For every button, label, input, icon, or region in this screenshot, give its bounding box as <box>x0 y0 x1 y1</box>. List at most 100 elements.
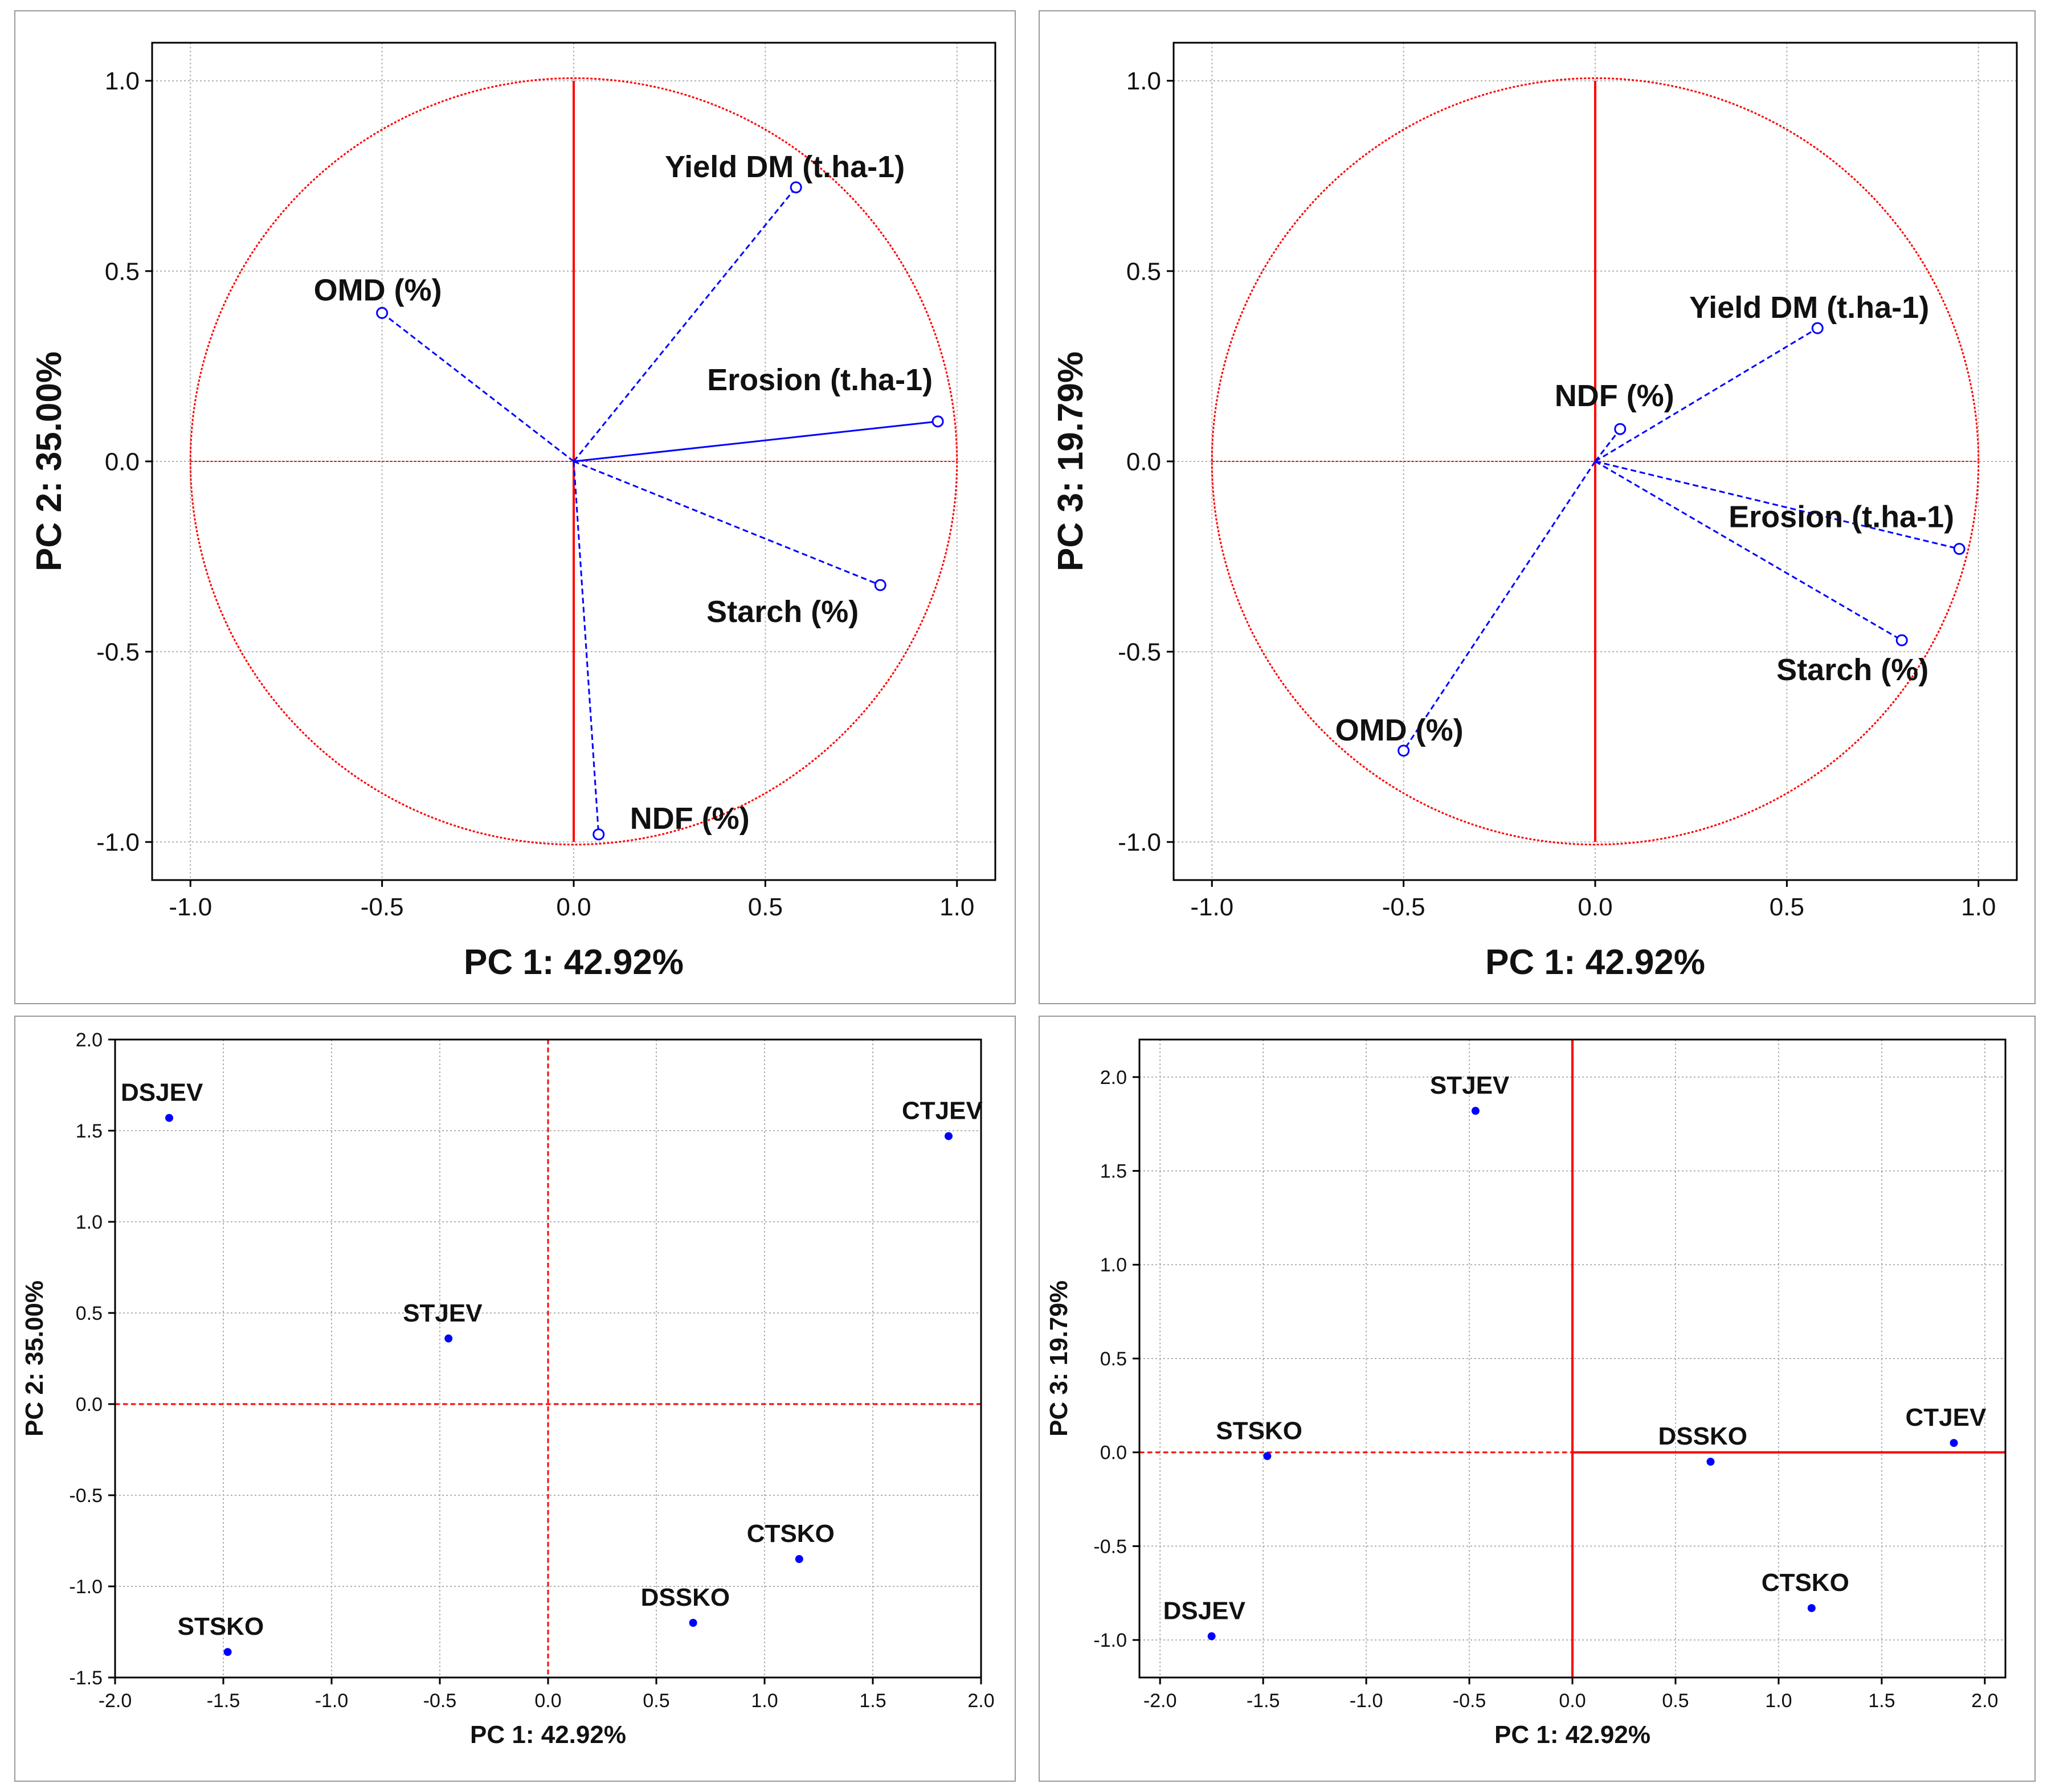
loading-point-starch <box>1895 634 1908 647</box>
y-tick-label: -0.5 <box>96 638 140 666</box>
y-tick-label: -1.0 <box>69 1576 103 1598</box>
y-axis-title: PC 2: 35.00% <box>30 351 69 571</box>
score-point-dssko <box>689 1619 697 1627</box>
loading-label-ndf: NDF (%) <box>630 801 750 836</box>
loading-label-omd: OMD (%) <box>1335 713 1464 747</box>
score-label-dssko: DSSKO <box>1658 1422 1747 1450</box>
x-tick-label: 1.5 <box>1868 1690 1895 1712</box>
loading-point-ndf <box>593 828 605 841</box>
x-tick-label: 0.0 <box>1578 893 1612 921</box>
y-tick-label: -0.5 <box>1118 638 1161 666</box>
x-tick-label: -0.5 <box>1453 1690 1486 1712</box>
score-point-dsjev <box>165 1114 173 1122</box>
y-axis-title: PC 3: 19.79% <box>1051 351 1090 571</box>
score-label-ctjev: CTJEV <box>902 1097 983 1125</box>
score-label-stjev: STJEV <box>403 1299 483 1327</box>
score-label-ctsko: CTSKO <box>747 1520 835 1548</box>
x-tick-label: 0.5 <box>748 893 783 921</box>
x-tick-label: -1.5 <box>1247 1690 1280 1712</box>
y-tick-label: 2.0 <box>76 1029 103 1051</box>
y-tick-label: 0.0 <box>105 448 140 476</box>
x-tick-label: -1.0 <box>169 893 212 921</box>
loading-vector-yield-dm-t-ha-1 <box>573 186 797 462</box>
loading-point-yield-dm-t-ha-1 <box>1811 322 1824 334</box>
y-tick-label: -1.5 <box>69 1667 103 1689</box>
score-point-dsjev <box>1207 1632 1216 1640</box>
loading-vector-starch <box>573 460 881 586</box>
loading-label-starch: Starch (%) <box>706 595 859 629</box>
y-axis-title: PC 2: 35.00% <box>21 1280 48 1437</box>
x-tick-label: 0.5 <box>1770 893 1804 921</box>
x-tick-label: 0.5 <box>643 1690 669 1712</box>
loading-vector-ndf <box>573 461 600 834</box>
loading-label-starch: Starch (%) <box>1776 653 1928 687</box>
y-tick-label: 0.0 <box>76 1394 103 1415</box>
loading-label-omd: OMD (%) <box>314 273 442 307</box>
loading-point-erosion-t-ha-1 <box>931 415 944 428</box>
x-tick-label: -1.0 <box>1190 893 1233 921</box>
y-tick-label: -1.0 <box>1118 829 1161 857</box>
score-point-dssko <box>1706 1458 1715 1466</box>
score-label-stsko: STSKO <box>1216 1417 1302 1445</box>
y-tick-label: 1.5 <box>1100 1160 1127 1182</box>
x-tick-label: 1.0 <box>939 893 974 921</box>
x-tick-label: 1.5 <box>859 1690 886 1712</box>
loading-plot-pc1-pc3: -1.0 -0.5 0.0 0.5 1.0 1.0 0.5 0.0 -0.5 -1.0 PC 1: … <box>1039 10 2036 1004</box>
score-label-ctjev: CTJEV <box>1906 1404 1987 1431</box>
score-label-ctsko: CTSKO <box>1762 1569 1849 1597</box>
x-axis-title: PC 1: 42.92% <box>470 1721 626 1749</box>
loading-vector-erosion-t-ha-1 <box>1595 460 1960 550</box>
y-tick-label: 1.0 <box>1126 67 1161 95</box>
y-tick-label: -0.5 <box>69 1485 103 1507</box>
y-tick-label: -0.5 <box>1093 1536 1127 1557</box>
loading-point-ndf <box>1614 423 1627 435</box>
score-point-ctjev <box>945 1132 953 1140</box>
y-tick-label: 0.5 <box>76 1303 103 1324</box>
x-tick-label: -2.0 <box>1143 1690 1177 1712</box>
loading-label-ndf: NDF (%) <box>1555 379 1674 413</box>
x-axis-title: PC 1: 42.92% <box>1494 1721 1650 1749</box>
loading-point-starch <box>874 579 886 591</box>
loading-point-erosion-t-ha-1 <box>1953 543 1966 555</box>
y-tick-label: 1.5 <box>76 1120 103 1142</box>
x-tick-label: -1.0 <box>315 1690 349 1712</box>
x-tick-label: 0.0 <box>534 1690 561 1712</box>
x-tick-label: -2.0 <box>99 1690 132 1712</box>
x-tick-label: 0.0 <box>556 893 591 921</box>
loading-plot-pc1-pc2: -1.0 -0.5 0.0 0.5 1.0 1.0 0.5 0.0 -0.5 -1.0 PC 1: … <box>14 10 1016 1004</box>
loading-label-erosion-t-ha-1: Erosion (t.ha-1) <box>1729 500 1954 534</box>
score-label-dssko: DSSKO <box>641 1584 730 1611</box>
y-tick-label: 0.5 <box>105 257 140 285</box>
loading-vector-omd <box>1403 461 1596 751</box>
y-axis-title: PC 3: 19.79% <box>1045 1280 1073 1437</box>
x-tick-label: -1.0 <box>1350 1690 1383 1712</box>
x-axis-title: PC 1: 42.92% <box>1485 943 1705 982</box>
x-axis-title: PC 1: 42.92% <box>464 943 684 982</box>
x-tick-label: 2.0 <box>967 1690 994 1712</box>
score-label-dsjev: DSJEV <box>121 1079 203 1107</box>
y-tick-label: 0.5 <box>1100 1348 1127 1370</box>
x-tick-label: 0.5 <box>1662 1690 1689 1712</box>
score-point-stsko <box>1263 1452 1272 1460</box>
score-label-stjev: STJEV <box>1430 1071 1510 1099</box>
loading-label-erosion-t-ha-1: Erosion (t.ha-1) <box>707 363 933 397</box>
score-plot-pc1-pc3: -2.0 -1.5 -1.0 -0.5 0.0 0.5 1.0 1.5 2.0 2.0 1.5 1.0… <box>1039 1016 2036 1782</box>
x-tick-label: 0.0 <box>1559 1690 1586 1712</box>
loading-vector-starch <box>1595 460 1902 641</box>
loading-point-omd <box>1398 744 1410 757</box>
y-tick-label: 1.0 <box>1100 1254 1127 1276</box>
score-plot-pc1-pc3-svg: -2.0 -1.5 -1.0 -0.5 0.0 0.5 1.0 1.5 2.0 2.0 1.5 1.0… <box>1045 1038 2007 1749</box>
y-tick-label: -1.0 <box>1093 1630 1127 1651</box>
score-plot-pc1-pc2-svg: -2.0 -1.5 -1.0 -0.5 0.0 0.5 1.0 1.5 2.02.01.51.0… <box>21 1029 995 1749</box>
loading-label-yield-dm-t-ha-1: Yield DM (t.ha-1) <box>1689 291 1929 325</box>
score-label-dsjev: DSJEV <box>1163 1597 1246 1625</box>
y-tick-label: -1.0 <box>96 829 140 857</box>
x-tick-label: 1.0 <box>1961 893 1996 921</box>
y-tick-label: 2.0 <box>1100 1067 1127 1089</box>
loading-plot-pc1-pc3-svg: -1.0 -0.5 0.0 0.5 1.0 1.0 0.5 0.0 -0.5 -1.0 PC 1: … <box>1051 42 2018 982</box>
x-tick-label: 1.0 <box>751 1690 778 1712</box>
loading-label-yield-dm-t-ha-1: Yield DM (t.ha-1) <box>665 150 905 184</box>
y-tick-label: 1.0 <box>105 67 140 95</box>
x-tick-label: 1.0 <box>1765 1690 1792 1712</box>
score-point-ctsko <box>795 1555 803 1563</box>
